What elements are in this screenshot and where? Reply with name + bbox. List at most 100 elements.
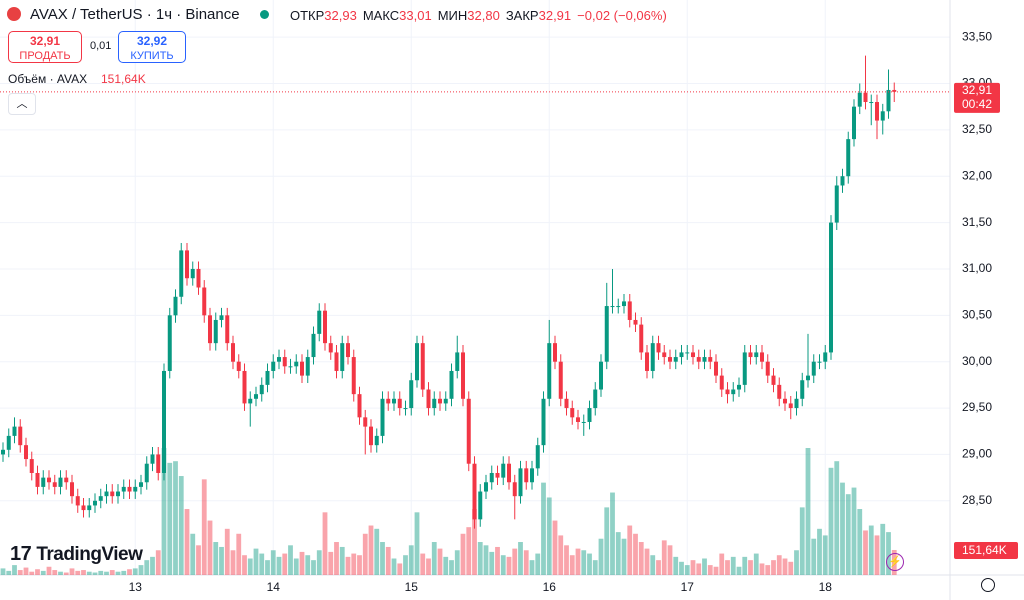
candle-body [185, 250, 189, 279]
candle-body [139, 482, 143, 487]
volume-bar [523, 550, 529, 575]
candle-body [254, 394, 258, 399]
candle-body [64, 477, 69, 483]
symbol-icon [7, 7, 21, 21]
volume-bar [851, 487, 857, 575]
volume-bar [472, 509, 477, 575]
volume-bar [299, 551, 305, 575]
candle-body [754, 352, 759, 358]
volume-bar [776, 555, 782, 575]
candle-body [788, 403, 793, 409]
candle-body [81, 505, 86, 511]
sell-button[interactable]: 32,91 ПРОДАТЬ [8, 31, 82, 63]
candle-body [179, 250, 184, 297]
volume-bar [696, 563, 702, 575]
volume-bar [811, 538, 817, 575]
volume-bar [529, 560, 535, 575]
candle-body [777, 384, 782, 399]
candle-body [639, 324, 644, 353]
candle-body [196, 268, 201, 288]
candle-body [524, 468, 529, 483]
candle-body [656, 343, 661, 353]
volume-bar [449, 560, 454, 575]
candle-body [673, 357, 678, 362]
candle-body [610, 306, 615, 308]
volume-bar [414, 512, 420, 575]
volume-bar [385, 546, 391, 575]
volume-bar [604, 507, 610, 575]
collapse-button[interactable]: ︿ [8, 93, 36, 115]
volume-bar [173, 461, 178, 575]
volume-bar [730, 556, 736, 575]
y-tick-label: 31,50 [962, 215, 992, 229]
candle-body [869, 102, 874, 104]
buy-label: КУПИТЬ [130, 50, 174, 62]
volume-bar [707, 565, 713, 575]
volume-bar [621, 538, 627, 575]
candle-body [852, 106, 856, 140]
volume-bar [40, 570, 46, 575]
buy-price: 32,92 [136, 34, 168, 48]
volume-bar [713, 566, 719, 575]
countdown: 00:42 [962, 97, 992, 111]
candle-body [58, 477, 63, 487]
candle-body [622, 301, 626, 307]
candle-body [374, 435, 379, 446]
volume-bar [201, 479, 207, 575]
candle-body [340, 343, 345, 371]
volume-bar [109, 570, 115, 575]
volume-value: 151,64K [101, 72, 146, 86]
volume-bar [138, 565, 144, 575]
candle-body [829, 222, 833, 353]
candle-body [547, 343, 552, 399]
volume-bar [35, 569, 40, 575]
stat-value: 32,93 [324, 8, 357, 23]
candle-body [696, 357, 701, 362]
candle-body [714, 361, 718, 376]
volume-bar [98, 570, 104, 575]
candle-body [300, 361, 304, 376]
stat-label: МАКС [362, 8, 400, 23]
settings-icon[interactable] [981, 578, 995, 592]
volume-bar [282, 553, 288, 575]
volume-bar [75, 570, 81, 575]
symbol-title[interactable]: AVAX / TetherUS · 1ч · Binance [30, 6, 240, 23]
candle-body [570, 408, 575, 418]
volume-bar [771, 560, 776, 575]
y-tick-label: 33,50 [962, 29, 992, 43]
volume-bar [765, 565, 771, 575]
brand-logo[interactable]: 17 TradingView [10, 543, 143, 566]
y-tick-label: 30,50 [962, 307, 992, 321]
volume-bar [460, 533, 466, 575]
volume-bar [615, 532, 621, 575]
candle-body [98, 496, 103, 501]
volume-bar [627, 525, 633, 575]
candle-body [737, 384, 741, 390]
volume-bar [397, 563, 403, 575]
volume-bar [17, 570, 23, 575]
volume-bar [253, 548, 259, 575]
candle-body [892, 89, 897, 92]
candle-body [558, 361, 563, 399]
volume-bar [12, 565, 17, 575]
candle-body [242, 370, 247, 404]
y-tick-label: 30,00 [962, 354, 992, 368]
candle-body [150, 454, 155, 464]
candle-body [857, 92, 862, 107]
x-tick-label: 14 [267, 580, 281, 594]
buy-button[interactable]: 32,92 КУПИТЬ [118, 31, 186, 63]
volume-bar [454, 550, 460, 575]
candle-body [167, 315, 172, 371]
candle-body [645, 352, 649, 371]
volume-bar [863, 530, 868, 575]
candle-body [121, 486, 126, 492]
lightning-icon[interactable]: ⚡ [886, 553, 904, 571]
candle-body [70, 482, 74, 497]
volume-bar [684, 565, 690, 575]
candle-body [725, 389, 730, 395]
ohlc-stats: ОТКР32,93 МАКС33,01 МИН32,80 ЗАКР32,91 −0,02… [290, 8, 667, 23]
volume-bar [311, 560, 316, 575]
candle-body [110, 491, 115, 497]
candle-body [627, 301, 632, 320]
